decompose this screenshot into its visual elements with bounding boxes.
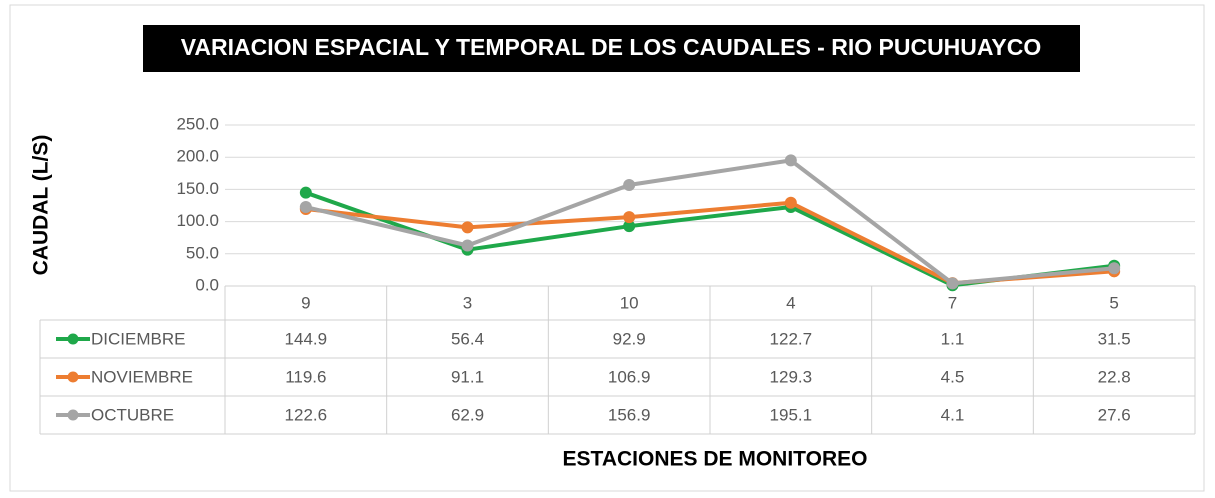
y-tick-label: 0.0 bbox=[195, 275, 219, 294]
table-value: 4.1 bbox=[941, 405, 965, 424]
marker bbox=[946, 277, 959, 290]
y-axis-title: CAUDAL (L/S) bbox=[30, 135, 53, 276]
table-value: 56.4 bbox=[451, 329, 484, 348]
marker bbox=[461, 221, 474, 234]
chart-title: VARIACION ESPACIAL Y TEMPORAL DE LOS CAU… bbox=[181, 34, 1041, 60]
table-value: 144.9 bbox=[285, 329, 328, 348]
y-tick-label: 200.0 bbox=[176, 147, 219, 166]
x-tick-label: 7 bbox=[948, 293, 957, 312]
x-tick-label: 3 bbox=[463, 293, 472, 312]
x-tick-label: 10 bbox=[620, 293, 639, 312]
x-tick-label: 9 bbox=[301, 293, 310, 312]
table-value: 92.9 bbox=[613, 329, 646, 348]
table-value: 1.1 bbox=[941, 329, 965, 348]
table-value: 119.6 bbox=[285, 367, 326, 386]
marker bbox=[784, 196, 797, 209]
x-axis-title: ESTACIONES DE MONITOREO bbox=[563, 448, 868, 471]
table-value: 27.6 bbox=[1098, 405, 1131, 424]
legend-label: OCTUBRE bbox=[91, 405, 174, 424]
table-value: 129.3 bbox=[770, 367, 813, 386]
marker bbox=[461, 239, 474, 252]
legend-marker bbox=[67, 409, 79, 421]
table-value: 156.9 bbox=[608, 405, 651, 424]
y-tick-label: 250.0 bbox=[176, 114, 219, 133]
legend-marker bbox=[67, 333, 79, 345]
y-tick-label: 50.0 bbox=[186, 243, 219, 262]
table-value: 22.8 bbox=[1098, 367, 1131, 386]
y-tick-label: 150.0 bbox=[176, 179, 219, 198]
table-value: 4.5 bbox=[941, 367, 965, 386]
table-value: 122.7 bbox=[770, 329, 813, 348]
legend-label: NOVIEMBRE bbox=[91, 367, 193, 386]
table-value: 31.5 bbox=[1098, 329, 1131, 348]
series-line bbox=[305, 158, 1115, 286]
y-tick-label: 100.0 bbox=[176, 211, 219, 230]
table-value: 106.9 bbox=[608, 367, 651, 386]
legend-label: DICIEMBRE bbox=[91, 329, 185, 348]
marker bbox=[299, 186, 312, 199]
marker bbox=[784, 154, 797, 167]
table-value: 122.6 bbox=[285, 405, 328, 424]
marker bbox=[299, 201, 312, 214]
chart-border bbox=[9, 4, 1205, 492]
title-box bbox=[143, 25, 1080, 72]
marker bbox=[1108, 262, 1121, 275]
table-value: 62.9 bbox=[451, 405, 484, 424]
table-value: 91.1 bbox=[451, 367, 484, 386]
x-tick-label: 5 bbox=[1109, 293, 1118, 312]
x-tick-label: 4 bbox=[786, 293, 795, 312]
table-value: 195.1 bbox=[770, 405, 813, 424]
marker bbox=[623, 178, 636, 191]
marker bbox=[623, 211, 636, 224]
legend-marker bbox=[67, 371, 79, 383]
